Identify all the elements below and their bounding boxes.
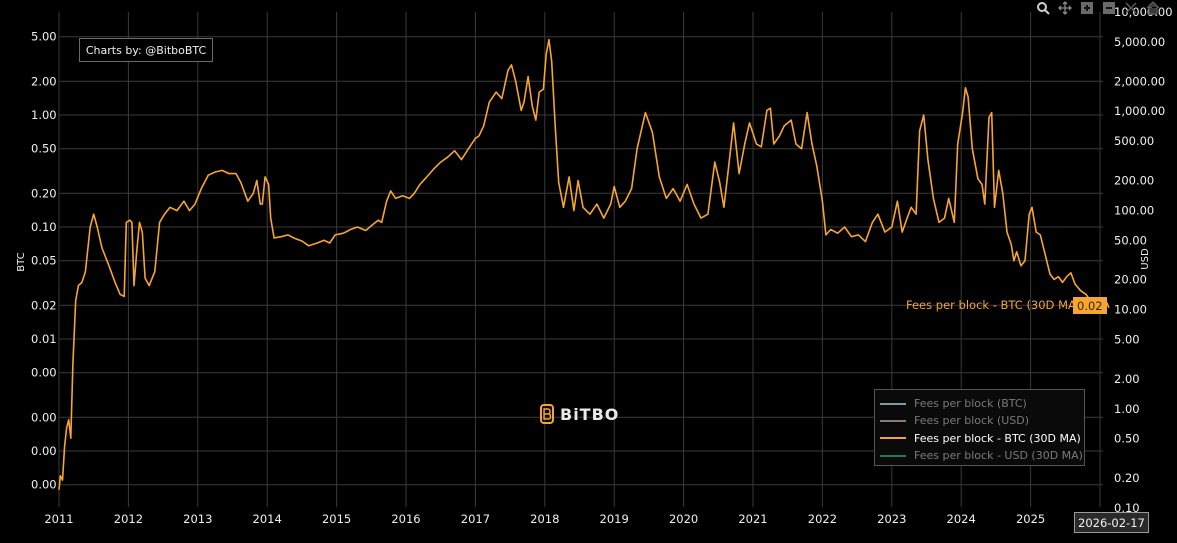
x-tick-label: 2017 xyxy=(461,512,490,526)
legend-swatch xyxy=(880,454,906,457)
bitbo-watermark: BiTBO xyxy=(540,404,619,424)
zoom-icon[interactable] xyxy=(1036,1,1050,15)
series-line-btc-30d-ma[interactable] xyxy=(58,38,1110,490)
x-tick-label: 2015 xyxy=(322,512,351,526)
x-tick-label: 2020 xyxy=(669,512,698,526)
hover-series-label: Fees per block - BTC (30D MA) xyxy=(906,298,1081,312)
y2-tick-label: 50.00 xyxy=(1114,233,1147,247)
zoom-in-icon[interactable] xyxy=(1080,1,1094,15)
hover-date-tag: 2026-02-17 xyxy=(1074,512,1149,533)
bitbo-logo-text: BiTBO xyxy=(560,404,620,424)
y2-tick-label: 20.00 xyxy=(1114,273,1147,287)
y-tick-label: 5.00 xyxy=(31,30,57,44)
hover-value-tag: 0.02 xyxy=(1073,297,1107,314)
x-axis: 2011 2012 2013 2014 2015 2016 2017 2018 2019 2020… xyxy=(44,512,1045,526)
legend-swatch xyxy=(880,402,906,405)
y-tick-label: 0.02 xyxy=(31,298,57,312)
y2-tick-label: 5.00 xyxy=(1114,332,1140,346)
y2-tick-label: 500.00 xyxy=(1114,134,1154,148)
y2-tick-label: 0.50 xyxy=(1114,432,1140,446)
y2-tick-label: 1,000.00 xyxy=(1114,104,1165,118)
y-axis-title-btc: BTC xyxy=(16,252,27,271)
pan-icon[interactable] xyxy=(1058,1,1072,15)
legend-swatch xyxy=(880,419,906,422)
x-tick-label: 2011 xyxy=(44,512,73,526)
home-icon[interactable] xyxy=(1146,1,1160,15)
x-tick-label: 2016 xyxy=(391,512,420,526)
y-tick-label: 2.00 xyxy=(31,74,57,88)
chart-credit: Charts by: @BitboBTC xyxy=(79,38,213,62)
y2-tick-label: 100.00 xyxy=(1114,203,1154,217)
x-tick-label: 2022 xyxy=(808,512,837,526)
y-tick-label: 0.01 xyxy=(31,332,57,346)
y2-tick-label: 1.00 xyxy=(1114,402,1140,416)
y-tick-label: 0.00 xyxy=(31,444,57,458)
legend-label: Fees per block (BTC) xyxy=(914,397,1027,411)
y2-tick-label: 10,000.00 xyxy=(1114,5,1173,19)
legend-item-fees-btc-30d-ma[interactable]: Fees per block - BTC (30D MA) xyxy=(875,430,1084,447)
y-tick-label: 0.05 xyxy=(31,254,57,268)
chart-toolbar xyxy=(1036,0,1160,16)
x-tick-label: 2019 xyxy=(600,512,629,526)
y-tick-label: 0.50 xyxy=(31,142,57,156)
y2-tick-label: 200.00 xyxy=(1114,174,1154,188)
y-axis-btc: 5.00 2.00 1.00 0.50 0.20 0.10 0.05 0.02 0.01 0.00… xyxy=(31,30,57,492)
zoom-out-icon[interactable] xyxy=(1102,1,1116,15)
legend-item-fees-btc[interactable]: Fees per block (BTC) xyxy=(875,395,1084,412)
legend-label: Fees per block (USD) xyxy=(914,414,1030,428)
legend-item-fees-usd-30d-ma[interactable]: Fees per block - USD (30D MA) xyxy=(875,447,1084,464)
y-tick-label: 0.10 xyxy=(31,220,57,234)
legend-label: Fees per block - USD (30D MA) xyxy=(914,449,1083,463)
y-tick-label: 0.20 xyxy=(31,186,57,200)
chart-legend: Fees per block (BTC) Fees per block (USD… xyxy=(874,389,1085,466)
x-tick-label: 2023 xyxy=(877,512,906,526)
y-tick-label: 0.00 xyxy=(31,478,57,492)
y-axis-usd: 10,000.00 5,000.00 2,000.00 1,000.00 500.00 2… xyxy=(1114,5,1173,515)
y2-tick-label: 2,000.00 xyxy=(1114,74,1165,88)
legend-swatch xyxy=(880,437,906,440)
y-tick-label: 0.00 xyxy=(31,366,57,380)
autoscale-icon[interactable] xyxy=(1124,1,1138,15)
chart-grid xyxy=(58,12,1103,507)
y2-tick-label: 0.10 xyxy=(1114,501,1140,515)
y2-tick-label: 0.20 xyxy=(1114,471,1140,485)
x-tick-label: 2012 xyxy=(114,512,143,526)
y-axis-title-usd: USD xyxy=(1140,248,1151,270)
y-tick-label: 0.00 xyxy=(31,410,57,424)
x-tick-label: 2013 xyxy=(183,512,212,526)
x-tick-label: 2014 xyxy=(253,512,282,526)
x-tick-label: 2021 xyxy=(738,512,767,526)
y2-tick-label: 10.00 xyxy=(1114,303,1147,317)
legend-item-fees-usd[interactable]: Fees per block (USD) xyxy=(875,412,1084,429)
bitbo-b-logo-icon xyxy=(540,404,554,424)
legend-label: Fees per block - BTC (30D MA) xyxy=(914,431,1081,445)
x-tick-label: 2025 xyxy=(1016,512,1045,526)
y2-tick-label: 2.00 xyxy=(1114,372,1140,386)
y-tick-label: 1.00 xyxy=(31,108,57,122)
x-tick-label: 2018 xyxy=(530,512,559,526)
x-tick-label: 2024 xyxy=(947,512,976,526)
y2-tick-label: 5,000.00 xyxy=(1114,35,1165,49)
